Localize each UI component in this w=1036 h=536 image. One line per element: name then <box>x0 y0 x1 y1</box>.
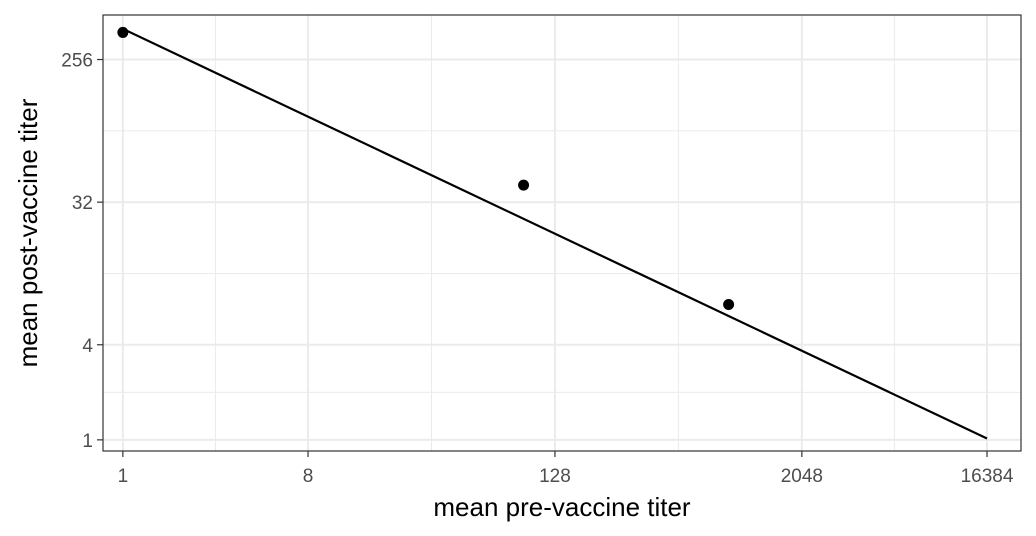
y-tick-label: 1 <box>82 431 93 452</box>
data-marks <box>117 26 988 440</box>
x-tick-label: 16384 <box>961 466 1014 487</box>
grid-major <box>103 15 1021 451</box>
x-axis-ticks: 1 8 128 2048 16384 <box>118 451 1014 487</box>
x-axis-title: mean pre-vaccine titer <box>433 492 691 522</box>
y-axis-title: mean post-vaccine titer <box>13 98 43 367</box>
y-tick-label: 4 <box>82 336 93 357</box>
x-tick-label: 1 <box>118 466 129 487</box>
data-point <box>518 179 530 191</box>
fit-line <box>122 27 988 440</box>
plot-panel <box>103 15 1021 451</box>
x-tick-label: 8 <box>303 466 314 487</box>
x-tick-label: 128 <box>539 466 571 487</box>
grid-minor <box>103 15 1021 451</box>
data-point <box>723 298 735 310</box>
panel-border <box>102 14 1022 452</box>
x-tick-label: 2048 <box>781 466 823 487</box>
y-tick-label: 32 <box>72 193 93 214</box>
y-tick-label: 256 <box>61 51 93 72</box>
y-axis-ticks: 1 4 32 256 <box>61 51 103 452</box>
data-point <box>117 26 129 38</box>
